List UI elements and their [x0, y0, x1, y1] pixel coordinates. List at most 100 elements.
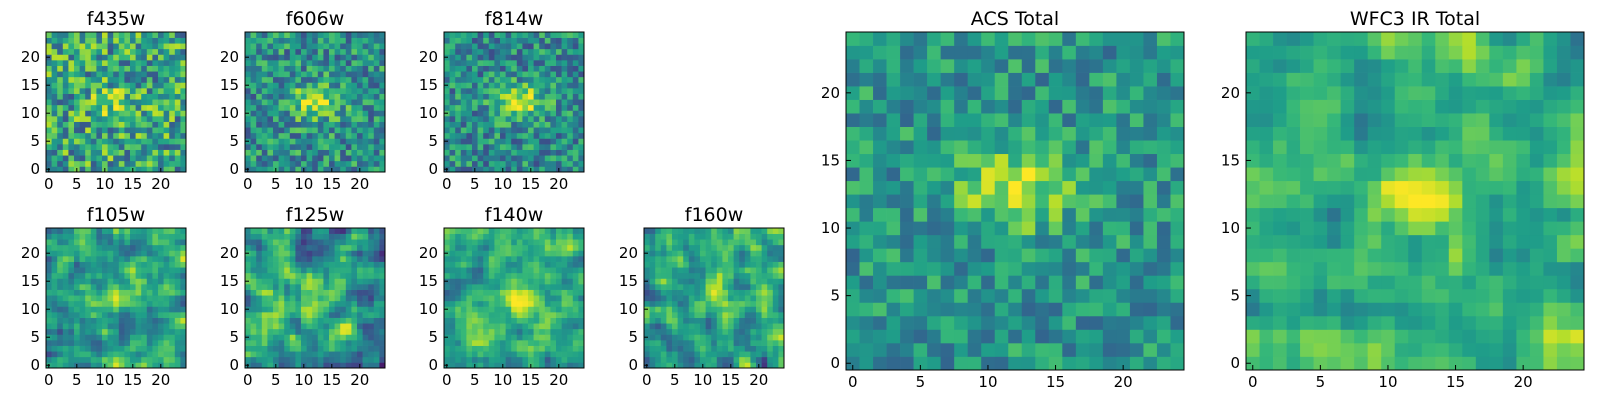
heatmap-cell	[79, 149, 86, 156]
heatmap-cell	[913, 221, 928, 236]
heatmap-cell	[483, 323, 490, 330]
heatmap-cell	[544, 76, 551, 83]
heatmap-cell	[556, 284, 562, 290]
heatmap-cell	[261, 278, 268, 285]
heatmap-cell	[362, 116, 369, 122]
heatmap-cell	[362, 295, 369, 302]
heatmap-cell	[472, 261, 478, 268]
heatmap-cell	[289, 239, 296, 246]
heatmap-cell	[250, 323, 257, 330]
heatmap-cell	[323, 116, 330, 122]
heatmap-cell	[107, 312, 114, 318]
heatmap-cell	[1048, 167, 1063, 182]
heatmap-cell	[306, 345, 313, 352]
heatmap-cell	[1116, 248, 1131, 263]
heatmap-cell	[85, 144, 92, 150]
heatmap-cell	[722, 345, 729, 352]
heatmap-cell	[511, 71, 518, 78]
heatmap-cell	[500, 306, 506, 313]
heatmap-cell	[550, 60, 557, 66]
heatmap-cell	[334, 127, 341, 134]
heatmap-cell	[351, 93, 358, 100]
heatmap-cell	[660, 289, 667, 296]
heatmap-cell	[660, 356, 667, 363]
heatmap-cell	[329, 351, 335, 358]
heatmap-cell	[102, 132, 108, 139]
heatmap-cell	[1143, 302, 1158, 317]
heatmap-cell	[357, 334, 363, 341]
heatmap-cell	[488, 99, 495, 106]
heatmap-cell	[379, 144, 386, 150]
heatmap-cell	[312, 317, 319, 324]
heatmap-cell	[323, 155, 330, 162]
heatmap-cell	[267, 233, 274, 240]
heatmap-cell	[700, 272, 706, 279]
heatmap-cell	[544, 317, 551, 324]
heatmap-cell	[733, 323, 740, 330]
heatmap-cell	[578, 261, 585, 268]
heatmap-cell	[174, 99, 181, 106]
heatmap-cell	[329, 317, 335, 324]
heatmap-cell	[169, 312, 176, 318]
heatmap-cell	[152, 340, 159, 346]
heatmap-cell	[267, 306, 274, 313]
heatmap-cell	[118, 32, 125, 38]
heatmap-cell	[1008, 140, 1023, 155]
heatmap-cell	[90, 65, 97, 72]
heatmap-cell	[505, 306, 512, 313]
heatmap-cell	[102, 99, 108, 106]
heatmap-cell	[329, 82, 335, 89]
heatmap-cell	[460, 93, 467, 100]
heatmap-cell	[368, 71, 375, 78]
heatmap-cell	[141, 82, 148, 89]
heatmap-cell	[301, 256, 307, 262]
heatmap-cell	[649, 295, 656, 302]
heatmap-cell	[578, 54, 585, 61]
heatmap-cell	[261, 121, 268, 128]
heatmap-cell	[494, 278, 501, 285]
heatmap-cell	[886, 342, 901, 357]
heatmap-cell	[357, 328, 363, 335]
heatmap-cell	[152, 32, 159, 38]
heatmap-cell	[141, 289, 148, 296]
heatmap-cell	[340, 99, 347, 106]
heatmap-cell	[295, 93, 302, 100]
x-tick-label: 10	[693, 371, 712, 389]
heatmap-cell	[174, 32, 181, 38]
heatmap-cell	[578, 340, 585, 346]
heatmap-cell	[284, 261, 291, 268]
heatmap-cell	[567, 93, 574, 100]
heatmap-cell	[90, 328, 97, 335]
heatmap-cell	[472, 65, 478, 72]
heatmap-cell	[312, 99, 319, 106]
heatmap-cell	[716, 340, 723, 346]
heatmap-cell	[466, 317, 473, 324]
heatmap-cell	[449, 244, 456, 251]
heatmap-cell	[57, 340, 64, 346]
heatmap-cell	[169, 317, 176, 324]
heatmap-cell	[329, 261, 335, 268]
heatmap-cell	[273, 60, 279, 66]
heatmap-cell	[301, 132, 307, 139]
heatmap-cell	[174, 317, 181, 324]
heatmap-cell	[135, 340, 142, 346]
heatmap-cell	[528, 32, 534, 38]
heatmap-cell	[572, 127, 579, 134]
heatmap-cell	[716, 250, 723, 257]
heatmap-cell	[57, 267, 64, 274]
heatmap-cell	[505, 323, 512, 330]
heatmap-cell	[672, 334, 678, 341]
heatmap-cell	[245, 284, 251, 290]
heatmap-cell	[522, 144, 529, 150]
heatmap-cell	[373, 104, 380, 111]
heatmap-cell	[312, 312, 319, 318]
heatmap-cell	[578, 306, 585, 313]
heatmap-cell	[256, 166, 263, 173]
heatmap-cell	[107, 144, 114, 150]
heatmap-cell	[477, 93, 484, 100]
heatmap-cell	[379, 60, 386, 66]
heatmap-cell	[373, 37, 380, 44]
heatmap-cell	[761, 267, 768, 274]
heatmap-cell	[340, 144, 347, 150]
heatmap-cell	[373, 99, 380, 106]
